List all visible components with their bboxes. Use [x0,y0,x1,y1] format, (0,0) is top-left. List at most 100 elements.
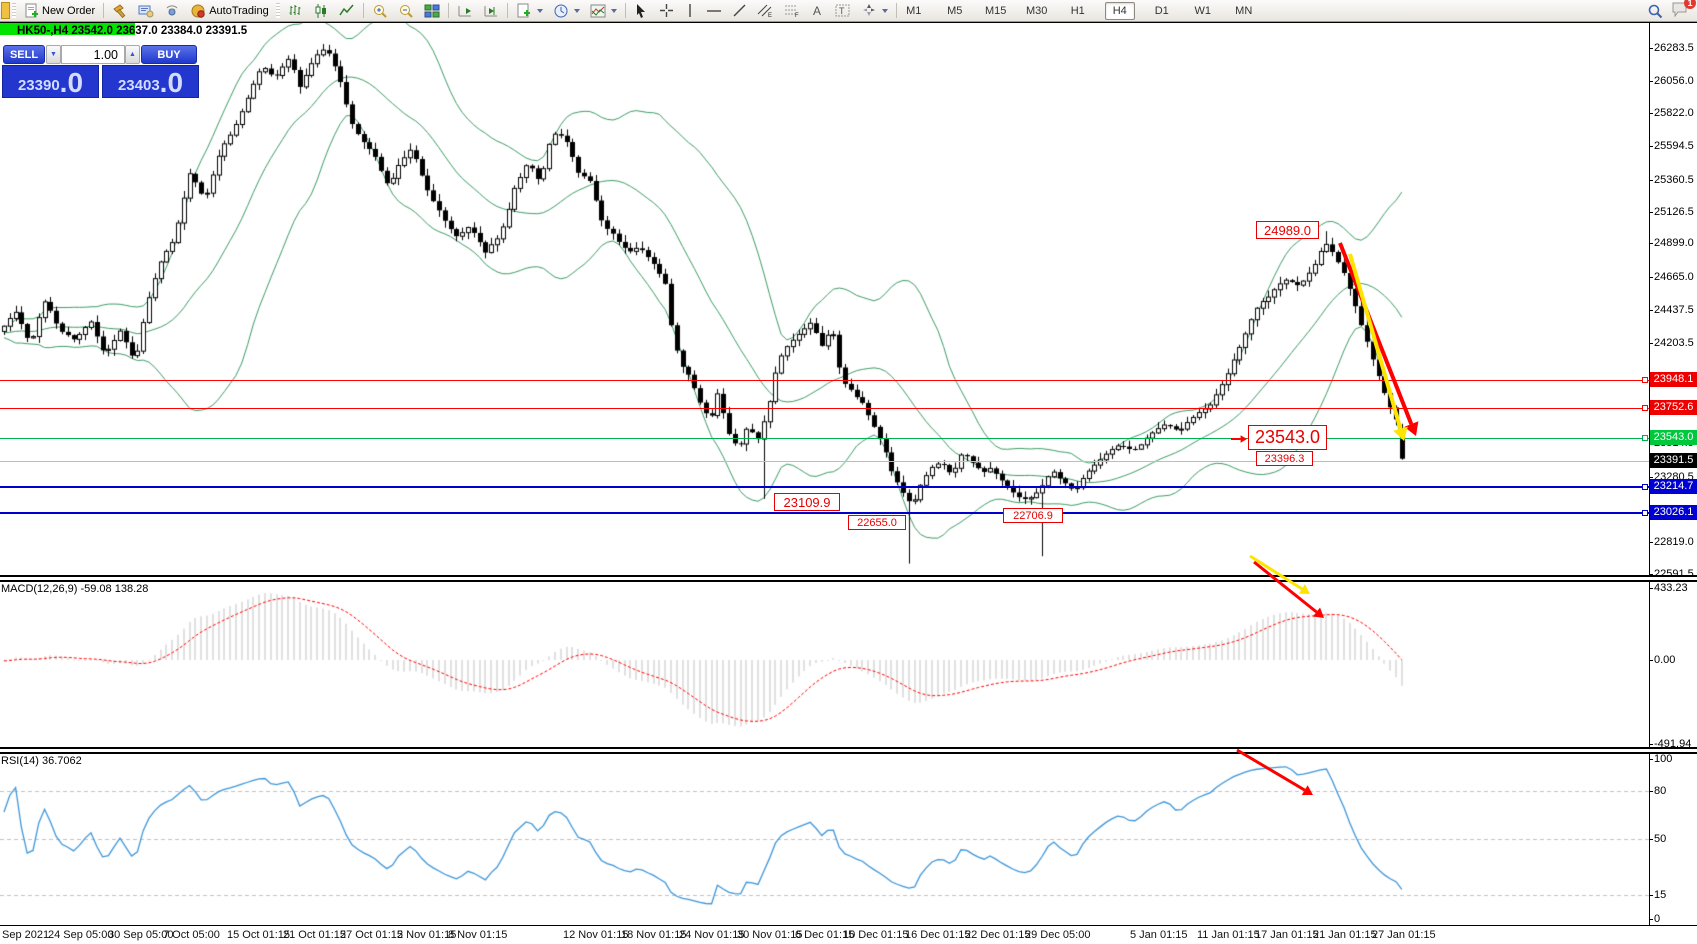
dropdown-arrow-icon [536,8,543,13]
timeframe-m1[interactable]: M1 [906,4,922,17]
timeframe-h4[interactable]: H4 [1104,1,1135,20]
volume-input[interactable]: 1.00 [61,45,125,64]
axis-tick-mark [1649,791,1653,792]
template-button[interactable] [585,0,622,21]
crosshair-tool-button[interactable] [654,0,679,21]
vertical-line-tool-button[interactable] [679,0,701,21]
horizontal-line-icon [706,10,721,12]
notifications-button[interactable]: 1 [1671,0,1696,20]
autotrading-button[interactable]: AutoTrading [185,0,274,21]
buy-price-display[interactable]: 23403.0 [102,65,199,98]
price-callout-24989.0[interactable]: 24989.0 [1256,221,1319,239]
axis-tick-mark [1649,81,1653,82]
auto-scroll-button[interactable] [452,0,478,21]
tile-windows-icon [424,4,440,17]
tile-windows-button[interactable] [419,0,445,21]
price-callout-22706.9[interactable]: 22706.9 [1003,508,1063,523]
text-icon: A [813,4,821,18]
time-label: 24 Nov 01:15 [679,929,745,941]
sell-price-display[interactable]: 23390.0 [2,65,99,98]
price-tick-label: 25822.0 [1654,107,1694,119]
horizontal-line-23391.5[interactable] [0,461,1649,462]
zoom-out-button[interactable] [393,0,419,21]
timeframe-m15[interactable]: M15 [985,4,1007,17]
line-anchor-handle[interactable] [1642,484,1648,490]
axis-tick-mark [1649,588,1653,589]
terminal-button[interactable] [133,0,159,21]
notification-badge: 1 [1684,0,1696,9]
time-label: 11 Jan 01:15 [1197,929,1260,941]
chart-shift-button[interactable] [478,0,504,21]
market-watch-button[interactable] [107,0,133,21]
text-label-tool-button[interactable]: T [830,0,856,21]
signals-button[interactable] [159,0,185,21]
separator [895,3,897,18]
macd-tick-label: 433.23 [1654,582,1688,594]
macd-tick-label: 0.00 [1654,654,1676,666]
line-chart-icon [339,4,354,15]
arrows-tool-button[interactable] [856,0,893,21]
price-callout-23543.0[interactable]: 23543.0 [1248,425,1327,450]
price-callout-22655.0[interactable]: 22655.0 [848,515,906,530]
new-chart-button[interactable] [511,0,548,21]
toolbar-grip [12,3,16,18]
sell-price-fraction: .0 [59,67,84,98]
vertical-line-icon [689,4,691,17]
time-axis-line [0,925,1697,926]
arrows-icon [862,4,875,16]
price-tick-label: 22819.0 [1654,536,1694,548]
pane-separator-rsi[interactable] [0,747,1697,754]
axis-tick-mark [1649,212,1653,213]
search-icon[interactable] [1647,3,1663,19]
time-label: 6 Dec 01:15 [795,929,855,941]
period-button[interactable] [548,0,585,21]
timeframe-d1[interactable]: D1 [1154,4,1169,17]
equidistant-channel-tool-button[interactable]: E [752,0,779,21]
horizontal-line-23948.1[interactable] [0,380,1649,381]
horizontal-line-23543.0[interactable] [0,438,1649,439]
cursor-tool-button[interactable] [629,0,654,21]
horizontal-line-23026.1[interactable] [0,512,1649,514]
new-order-button[interactable]: New Order [18,0,100,21]
horizontal-line-23214.7[interactable] [0,486,1649,488]
chart-canvas[interactable] [0,22,1697,944]
pane-separator-macd[interactable] [0,575,1697,582]
axis-tick-mark [1649,574,1653,575]
time-label: 8 Nov 01:15 [448,929,508,941]
line-anchor-handle[interactable] [1642,405,1648,411]
price-callout-23109.9[interactable]: 23109.9 [774,493,840,511]
candlestick-mode-button[interactable] [308,0,334,21]
time-label: 5 Jan 01:15 [1130,929,1188,941]
horizontal-line-23752.6[interactable] [0,408,1649,409]
bar-chart-mode-button[interactable] [282,0,308,21]
sell-button[interactable]: SELL [3,45,45,64]
time-label: 17 Jan 01:15 [1255,929,1319,941]
price-callout-23396.3[interactable]: 23396.3 [1256,451,1313,466]
timeframe-m5[interactable]: M5 [947,4,963,17]
line-chart-mode-button[interactable] [334,0,360,21]
volume-increase-button[interactable]: ▲ [125,45,140,64]
zoom-in-button[interactable] [367,0,393,21]
buy-button[interactable]: BUY [141,45,197,64]
rsi-tick-label: 80 [1654,785,1667,797]
crosshair-icon [659,4,673,17]
timeframe-w1[interactable]: W1 [1194,4,1211,17]
volume-decrease-button[interactable]: ▼ [46,45,61,64]
zoom-out-icon [399,4,413,18]
auto-scroll-icon [458,5,471,16]
horizontal-line-tool-button[interactable] [701,0,727,21]
timeframe-m30[interactable]: M30 [1026,4,1048,17]
timeframe-mn[interactable]: MN [1235,4,1253,17]
new-order-label: New Order [42,4,96,17]
line-anchor-handle[interactable] [1642,377,1648,383]
trendline-tool-button[interactable] [727,0,752,21]
fibonacci-tool-button[interactable]: F [779,0,806,21]
chart-area[interactable]: HK50-,H4 23542.0 23637.0 23384.0 23391.5… [0,22,1697,944]
text-tool-button[interactable]: A [806,0,830,21]
axis-tick-mark [1649,243,1653,244]
axis-tick-mark [1649,113,1653,114]
axis-price-tag-23214.7: 23214.7 [1650,479,1697,494]
timeframe-h1[interactable]: H1 [1070,4,1085,17]
line-anchor-handle[interactable] [1642,510,1648,516]
line-anchor-handle[interactable] [1642,435,1648,441]
